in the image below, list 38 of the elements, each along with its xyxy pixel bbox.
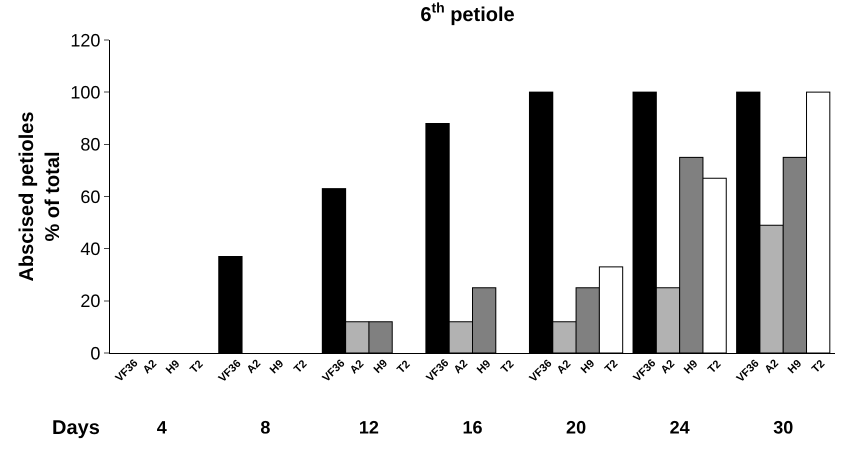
y-tick-label: 0 [90, 343, 100, 364]
text: H9 [372, 357, 390, 376]
text: A2 [140, 358, 160, 376]
text: A2 [348, 358, 366, 376]
text: T2 [810, 358, 828, 376]
y-tick-label: 40 [80, 238, 100, 259]
y-tick-label: 100 [70, 82, 100, 102]
text: T2 [292, 358, 310, 376]
x-tick-label: 12 [358, 418, 379, 438]
x-tick-label: 30 [773, 418, 794, 438]
text: T2 [395, 358, 413, 376]
text: H9 [268, 358, 286, 376]
text: A2 [244, 358, 264, 376]
text: H9 [786, 358, 804, 376]
text: A2 [658, 358, 678, 376]
text: T2 [602, 358, 620, 376]
x-tick-label: 16 [462, 418, 483, 438]
text: A2 [554, 358, 574, 376]
x-tick-label: 24 [670, 418, 690, 438]
text: A2 [452, 358, 470, 376]
y-tick-label: 20 [80, 291, 100, 312]
x-tick-label: 4 [156, 418, 167, 438]
chart-title: 6$^{th}$ petiole [420, 0, 515, 26]
y-tick-label: 60 [80, 186, 100, 207]
y-axis-title: Abscised petioles % of total [16, 111, 64, 282]
text: H9 [682, 358, 700, 376]
y-tick-label: 80 [80, 134, 100, 155]
text: H9 [474, 358, 494, 376]
text: T2 [188, 358, 206, 376]
x-tick-label: 20 [566, 418, 586, 438]
x-axis-title: Days [52, 417, 100, 439]
y-tick-label: 120 [70, 30, 100, 50]
text: T2 [498, 358, 516, 376]
text: T2 [706, 358, 724, 376]
text: H9 [578, 358, 598, 376]
x-tick-label: 8 [260, 418, 270, 438]
text: A2 [762, 357, 782, 376]
text: H9 [164, 358, 182, 377]
